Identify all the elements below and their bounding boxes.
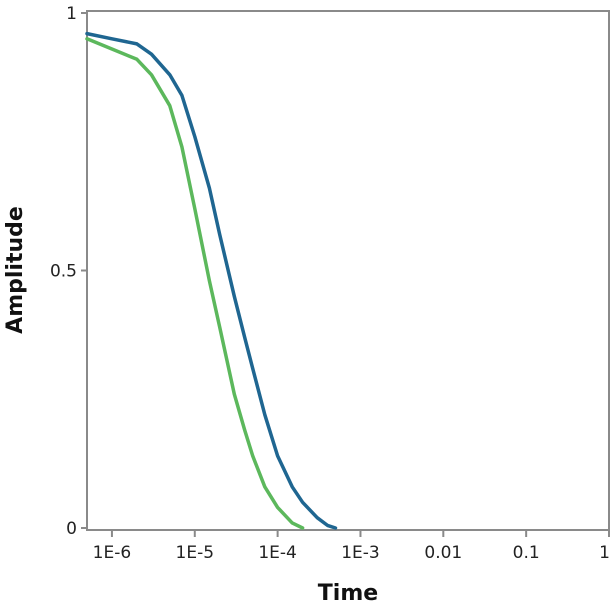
x-tick-label: 0.1 [513, 543, 540, 563]
series-line-2 [85, 37, 305, 530]
x-tick-label: 1 [599, 543, 610, 563]
x-tick-label: 1E-4 [258, 543, 297, 563]
x-axis-title: Time [318, 581, 378, 606]
y-tick-label: 0 [66, 519, 77, 539]
y-axis: 00.51 [50, 4, 87, 539]
plot-frame [86, 10, 610, 531]
series-line-1 [85, 31, 338, 530]
y-tick-label: 1 [66, 4, 77, 24]
x-tick-label: 0.01 [424, 543, 462, 563]
y-axis-title: Amplitude [3, 206, 28, 334]
x-tick-label: 1E-5 [176, 543, 215, 563]
x-tick-label: 1E-3 [341, 543, 380, 563]
x-axis: 1E-6 1E-5 1E-4 1E-3 0.01 0.1 1 [93, 530, 610, 563]
y-tick-label: 0.5 [50, 262, 77, 282]
x-tick-label: 1E-6 [93, 543, 132, 563]
series-layer [85, 31, 338, 530]
